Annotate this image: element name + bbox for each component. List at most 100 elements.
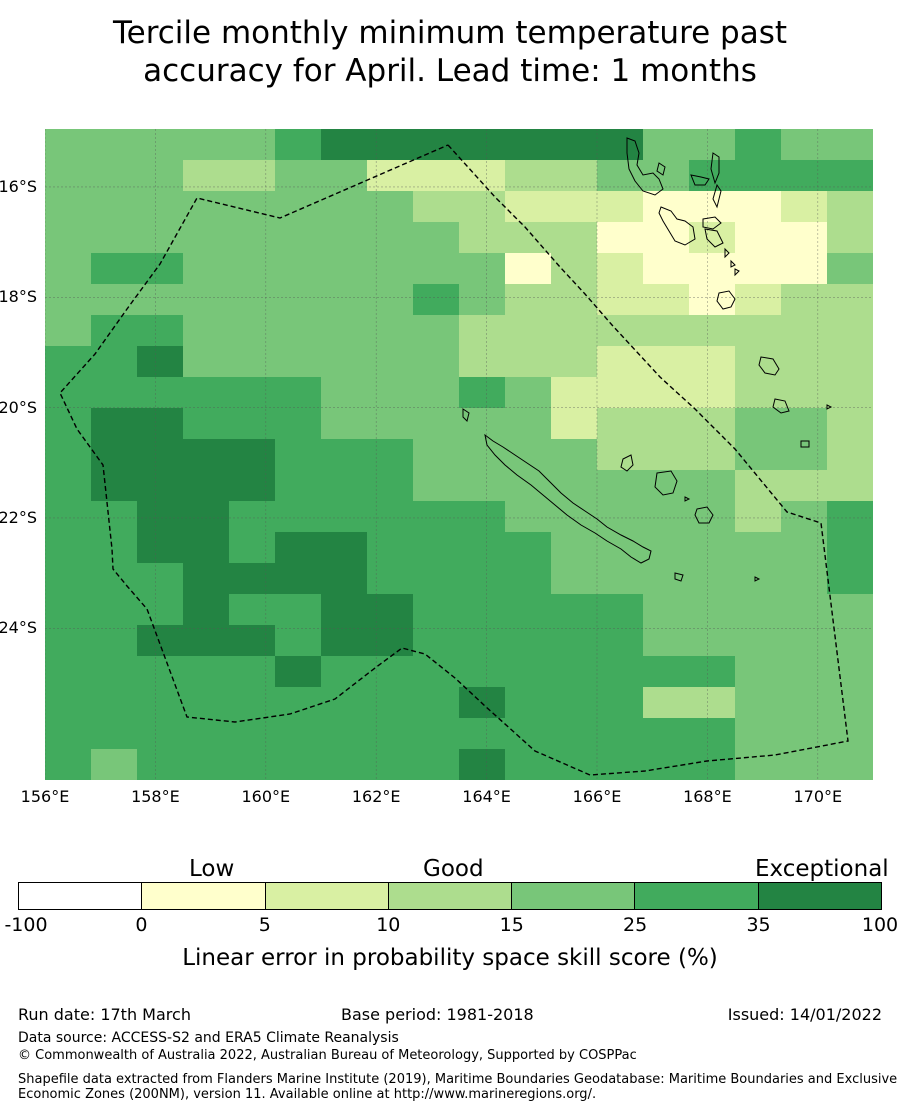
skill-cell xyxy=(413,718,460,750)
skill-cell xyxy=(735,687,782,719)
skill-cell xyxy=(45,129,92,161)
skill-cell xyxy=(459,377,506,409)
base-period: Base period: 1981-2018 xyxy=(341,1006,534,1024)
issued-date: Issued: 14/01/2022 xyxy=(728,1006,882,1024)
skill-cell xyxy=(459,439,506,471)
skill-cell xyxy=(321,594,368,626)
skill-cell xyxy=(275,687,322,719)
skill-cell xyxy=(45,594,92,626)
colorbar-tick-label: 25 xyxy=(623,914,647,936)
skill-cell xyxy=(459,222,506,254)
skill-cell xyxy=(183,532,230,564)
skill-cell xyxy=(597,501,644,533)
skill-cell xyxy=(827,253,873,285)
skill-cell xyxy=(413,191,460,223)
skill-cell xyxy=(183,222,230,254)
skill-cell xyxy=(735,253,782,285)
skill-cell xyxy=(91,439,138,471)
longitude-tick-label: 160°E xyxy=(241,788,290,806)
map-area[interactable] xyxy=(45,129,873,780)
skill-cell xyxy=(45,439,92,471)
skill-cell xyxy=(321,222,368,254)
skill-cell xyxy=(137,625,184,657)
skill-cell xyxy=(505,253,552,285)
skill-cell xyxy=(597,253,644,285)
skill-cell xyxy=(367,501,414,533)
colorbar-segment xyxy=(266,883,389,909)
skill-cell xyxy=(137,284,184,316)
skill-cell xyxy=(91,470,138,502)
latitude-tick-label: 24°S xyxy=(0,620,37,636)
skill-cell xyxy=(551,315,598,347)
skill-cell xyxy=(321,749,368,780)
skill-cell xyxy=(183,718,230,750)
skill-cell xyxy=(367,346,414,378)
skill-cell xyxy=(781,718,828,750)
longitude-tick-label: 164°E xyxy=(462,788,511,806)
copyright: © Commonwealth of Australia 2022, Austra… xyxy=(18,1047,637,1065)
skill-cell xyxy=(229,284,276,316)
skill-cell xyxy=(735,315,782,347)
skill-cell xyxy=(91,656,138,688)
skill-cell xyxy=(643,129,690,161)
skill-cell xyxy=(91,408,138,440)
skill-cell xyxy=(551,563,598,595)
skill-cell xyxy=(137,532,184,564)
skill-cell xyxy=(781,501,828,533)
skill-cell xyxy=(689,718,736,750)
skill-cell xyxy=(413,470,460,502)
skill-cell xyxy=(413,129,460,161)
skill-cell xyxy=(781,160,828,192)
skill-cell xyxy=(45,377,92,409)
skill-cell xyxy=(689,470,736,502)
skill-cell xyxy=(137,563,184,595)
skill-cell xyxy=(183,563,230,595)
skill-cell xyxy=(413,160,460,192)
skill-cell xyxy=(413,377,460,409)
skill-cell xyxy=(643,470,690,502)
skill-cell xyxy=(91,222,138,254)
skill-cell xyxy=(551,129,598,161)
skill-cell xyxy=(275,253,322,285)
skill-cell xyxy=(827,439,873,471)
skill-cell xyxy=(275,346,322,378)
skill-cell xyxy=(827,191,873,223)
skill-cell xyxy=(597,222,644,254)
skill-cell xyxy=(137,315,184,347)
skill-cell xyxy=(689,656,736,688)
skill-cell xyxy=(827,377,873,409)
skill-cell xyxy=(827,718,873,750)
skill-cell xyxy=(827,408,873,440)
skill-cell xyxy=(505,191,552,223)
chart-title: Tercile monthly minimum temperature past… xyxy=(0,14,900,90)
skill-cell xyxy=(229,687,276,719)
skill-cell xyxy=(643,253,690,285)
skill-cell xyxy=(597,749,644,780)
skill-cell xyxy=(551,222,598,254)
skill-cell xyxy=(229,470,276,502)
skill-cell xyxy=(689,594,736,626)
skill-cell xyxy=(643,718,690,750)
skill-cell xyxy=(275,129,322,161)
skill-cell xyxy=(735,439,782,471)
skill-map xyxy=(45,129,873,780)
skill-cell xyxy=(827,532,873,564)
skill-cell xyxy=(597,470,644,502)
skill-cell xyxy=(229,253,276,285)
skill-cell xyxy=(183,315,230,347)
skill-cell xyxy=(459,129,506,161)
skill-cell xyxy=(505,129,552,161)
colorbar xyxy=(18,882,882,910)
skill-cell xyxy=(781,315,828,347)
skill-cell xyxy=(459,625,506,657)
skill-cell xyxy=(45,470,92,502)
skill-cell xyxy=(459,253,506,285)
skill-cell xyxy=(45,625,92,657)
skill-cell xyxy=(735,625,782,657)
skill-cell xyxy=(183,439,230,471)
skill-cell xyxy=(459,532,506,564)
shapefile-credit: Shapefile data extracted from Flanders M… xyxy=(18,1072,898,1102)
skill-cell xyxy=(551,532,598,564)
skill-cell xyxy=(781,532,828,564)
skill-cell xyxy=(827,129,873,161)
